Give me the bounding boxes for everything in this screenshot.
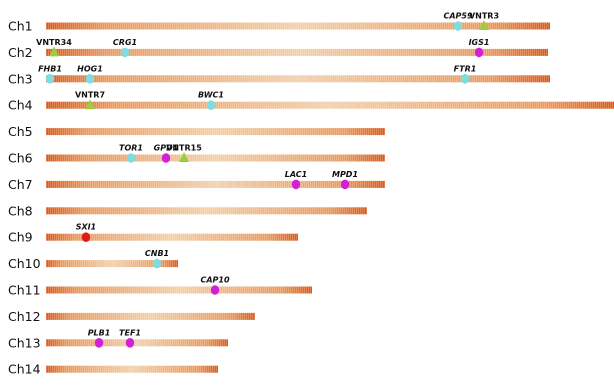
chromosome-label: Ch1 (8, 19, 33, 34)
chromosome-label: Ch2 (8, 45, 33, 60)
chromosome-bar-texture (46, 339, 228, 347)
gene-label: MPD1 (332, 170, 358, 179)
gene-marker (125, 338, 135, 348)
gene-label: TOR1 (119, 144, 143, 153)
chromosome-label: Ch11 (8, 283, 41, 298)
chromosome-label: Ch14 (8, 362, 41, 377)
gene-label: HOG1 (77, 64, 103, 73)
gene-marker (460, 74, 470, 84)
chromosome-label: Ch8 (8, 203, 33, 218)
gene-marker (152, 258, 162, 269)
gene-marker (206, 100, 216, 110)
gene-label: PLB1 (88, 328, 111, 337)
chromosome-row-ch7: Ch7 LAC1 MPD1 (8, 170, 385, 192)
chromosome-bar-texture (46, 22, 550, 30)
gene-label: CAP59 (443, 12, 472, 21)
chromosome-bar-texture (46, 154, 385, 162)
gene-marker (85, 74, 95, 84)
gene-marker (126, 153, 136, 163)
chromosome-row-ch4: Ch4 VNTR7 BWC1 (8, 91, 614, 113)
chromosome-row-ch8: Ch8 (8, 203, 367, 218)
gene-marker (120, 47, 130, 58)
chromosome-bar-texture (46, 233, 298, 241)
vntr-label: VNTR15 (166, 144, 202, 153)
vntr-label: VNTR7 (75, 91, 105, 100)
chromosome-label: Ch7 (8, 177, 33, 192)
vntr-marker (179, 152, 189, 162)
chromosome-bar-texture (46, 101, 614, 109)
chromosome-row-ch12: Ch12 (8, 309, 255, 324)
vntr-marker (85, 99, 95, 110)
chromosome-label: Ch3 (8, 71, 33, 86)
gene-label: LAC1 (285, 170, 307, 179)
gene-marker (94, 338, 104, 348)
gene-marker (161, 153, 171, 163)
gene-label: CAP10 (200, 276, 229, 285)
chromosome-label: Ch12 (8, 309, 41, 324)
gene-label: IGS1 (469, 38, 490, 47)
vntr-label: VNTR3 (469, 12, 499, 21)
chromosome-label: Ch9 (8, 230, 33, 245)
gene-marker (474, 47, 484, 58)
chromosome-row-ch5: Ch5 (8, 124, 385, 139)
gene-marker (45, 74, 55, 84)
gene-marker (210, 285, 220, 295)
vntr-marker (479, 20, 489, 30)
chromosome-label: Ch13 (8, 335, 41, 350)
gene-marker (453, 21, 463, 31)
gene-label: FTR1 (454, 64, 477, 73)
gene-label: BWC1 (198, 91, 224, 100)
chromosome-row-ch10: Ch10 CNB1 (8, 249, 178, 271)
chromosome-label: Ch6 (8, 151, 33, 166)
gene-label: CNB1 (145, 249, 169, 258)
chromosome-row-ch11: Ch11 CAP10 (8, 276, 312, 298)
gene-marker (81, 232, 91, 242)
gene-marker (291, 179, 301, 190)
chromosome-label: Ch10 (8, 256, 41, 271)
gene-label: TEF1 (119, 328, 141, 337)
chromosome-bar-texture (46, 128, 385, 136)
chromosome-row-ch14: Ch14 (8, 362, 218, 377)
gene-label: SXI1 (76, 223, 96, 232)
chromosome-row-ch13: Ch13 PLB1 TEF1 (8, 328, 228, 350)
gene-label: CRG1 (113, 38, 137, 47)
chromosome-row-ch3: Ch3 FHB1 HOG1 FTR1 (8, 64, 550, 86)
chromosome-label: Ch4 (8, 98, 33, 113)
chromosome-bar-texture (46, 207, 367, 215)
chromosome-bar-texture (46, 75, 550, 83)
gene-label: FHB1 (38, 64, 62, 73)
vntr-marker (49, 46, 59, 57)
chromosome-bar-texture (46, 260, 178, 268)
chromosome-bar-texture (46, 48, 548, 56)
vntr-label: VNTR34 (36, 38, 72, 47)
chromosome-bar-texture (46, 312, 255, 320)
chromosome-bar-texture (46, 286, 312, 294)
chromosome-bar-texture (46, 180, 385, 188)
chromosome-label: Ch5 (8, 124, 33, 139)
chromosome-bar-texture (46, 365, 218, 373)
gene-marker (340, 179, 350, 190)
gene-label: GPD1 (154, 144, 179, 153)
chromosome-row-ch9: Ch9 SXI1 (8, 223, 298, 245)
